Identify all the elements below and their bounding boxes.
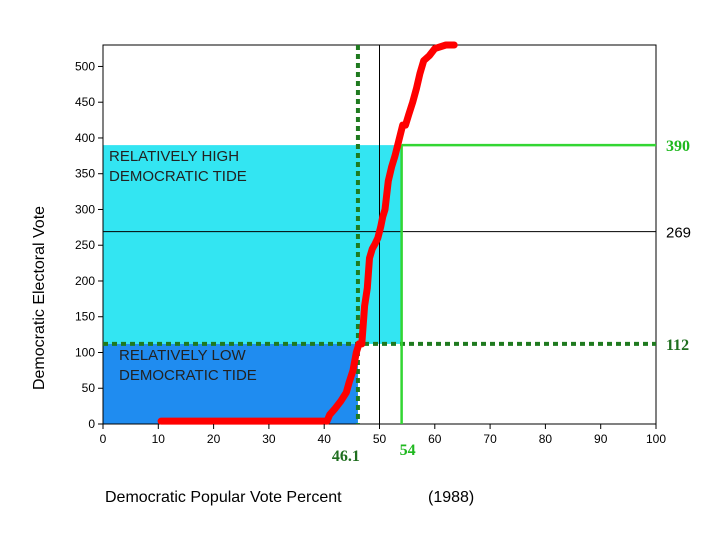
y-tick-label: 100 <box>75 345 95 359</box>
x-tick-label: 100 <box>646 432 666 446</box>
x-tick-label: 80 <box>539 432 553 446</box>
y-tick-label: 450 <box>75 95 95 109</box>
x-axis-title: Democratic Popular Vote Percent <box>105 489 342 506</box>
y-tick-label: 200 <box>75 274 95 288</box>
x-tick-label: 0 <box>100 432 107 446</box>
y-tick-label: 350 <box>75 167 95 181</box>
x-axis-title-year: (1988) <box>428 489 474 506</box>
x-tick-label: 10 <box>152 432 166 446</box>
x-tick-label: 20 <box>207 432 221 446</box>
tide-regions <box>103 145 402 424</box>
x-tick-label: 90 <box>594 432 608 446</box>
reference-label-112: 112 <box>666 337 689 354</box>
reference-label-390: 390 <box>666 138 690 155</box>
y-axis-ticks: 0 50 100 150 200 250 300 350 400 450 500 <box>75 59 103 431</box>
y-tick-label: 400 <box>75 131 95 145</box>
x-tick-label: 30 <box>262 432 276 446</box>
y-tick-label: 250 <box>75 238 95 252</box>
region-label-low-line-1: RELATIVELY LOW <box>119 347 247 364</box>
region-labels: RELATIVELY HIGH DEMOCRATIC TIDE RELATIVELY… <box>109 148 257 384</box>
y-tick-label: 150 <box>75 310 95 324</box>
y-tick-label: 50 <box>82 381 96 395</box>
x-tick-label: 50 <box>373 432 387 446</box>
region-label-low-line-2: DEMOCRATIC TIDE <box>119 367 257 384</box>
reference-labels: 390 269 112 46.1 54 <box>332 138 691 465</box>
x-tick-label: 40 <box>318 432 332 446</box>
y-axis-title: Democratic Electoral Vote <box>31 206 48 390</box>
y-tick-label: 0 <box>88 417 95 431</box>
electoral-vote-curve <box>157 41 458 425</box>
x-tick-label: 60 <box>428 432 442 446</box>
region-label-high-line-1: RELATIVELY HIGH <box>109 148 239 165</box>
reference-label-54: 54 <box>400 442 416 459</box>
y-tick-label: 300 <box>75 202 95 216</box>
region-high <box>103 145 402 344</box>
region-low <box>103 343 358 424</box>
y-tick-label: 500 <box>75 59 95 73</box>
region-label-high-line-2: DEMOCRATIC TIDE <box>109 168 247 185</box>
x-axis-ticks: 0 10 20 30 40 50 60 70 80 90 100 <box>100 424 666 446</box>
reference-label-46-1: 46.1 <box>332 448 360 465</box>
reference-label-269: 269 <box>666 225 691 242</box>
x-tick-label: 70 <box>483 432 497 446</box>
